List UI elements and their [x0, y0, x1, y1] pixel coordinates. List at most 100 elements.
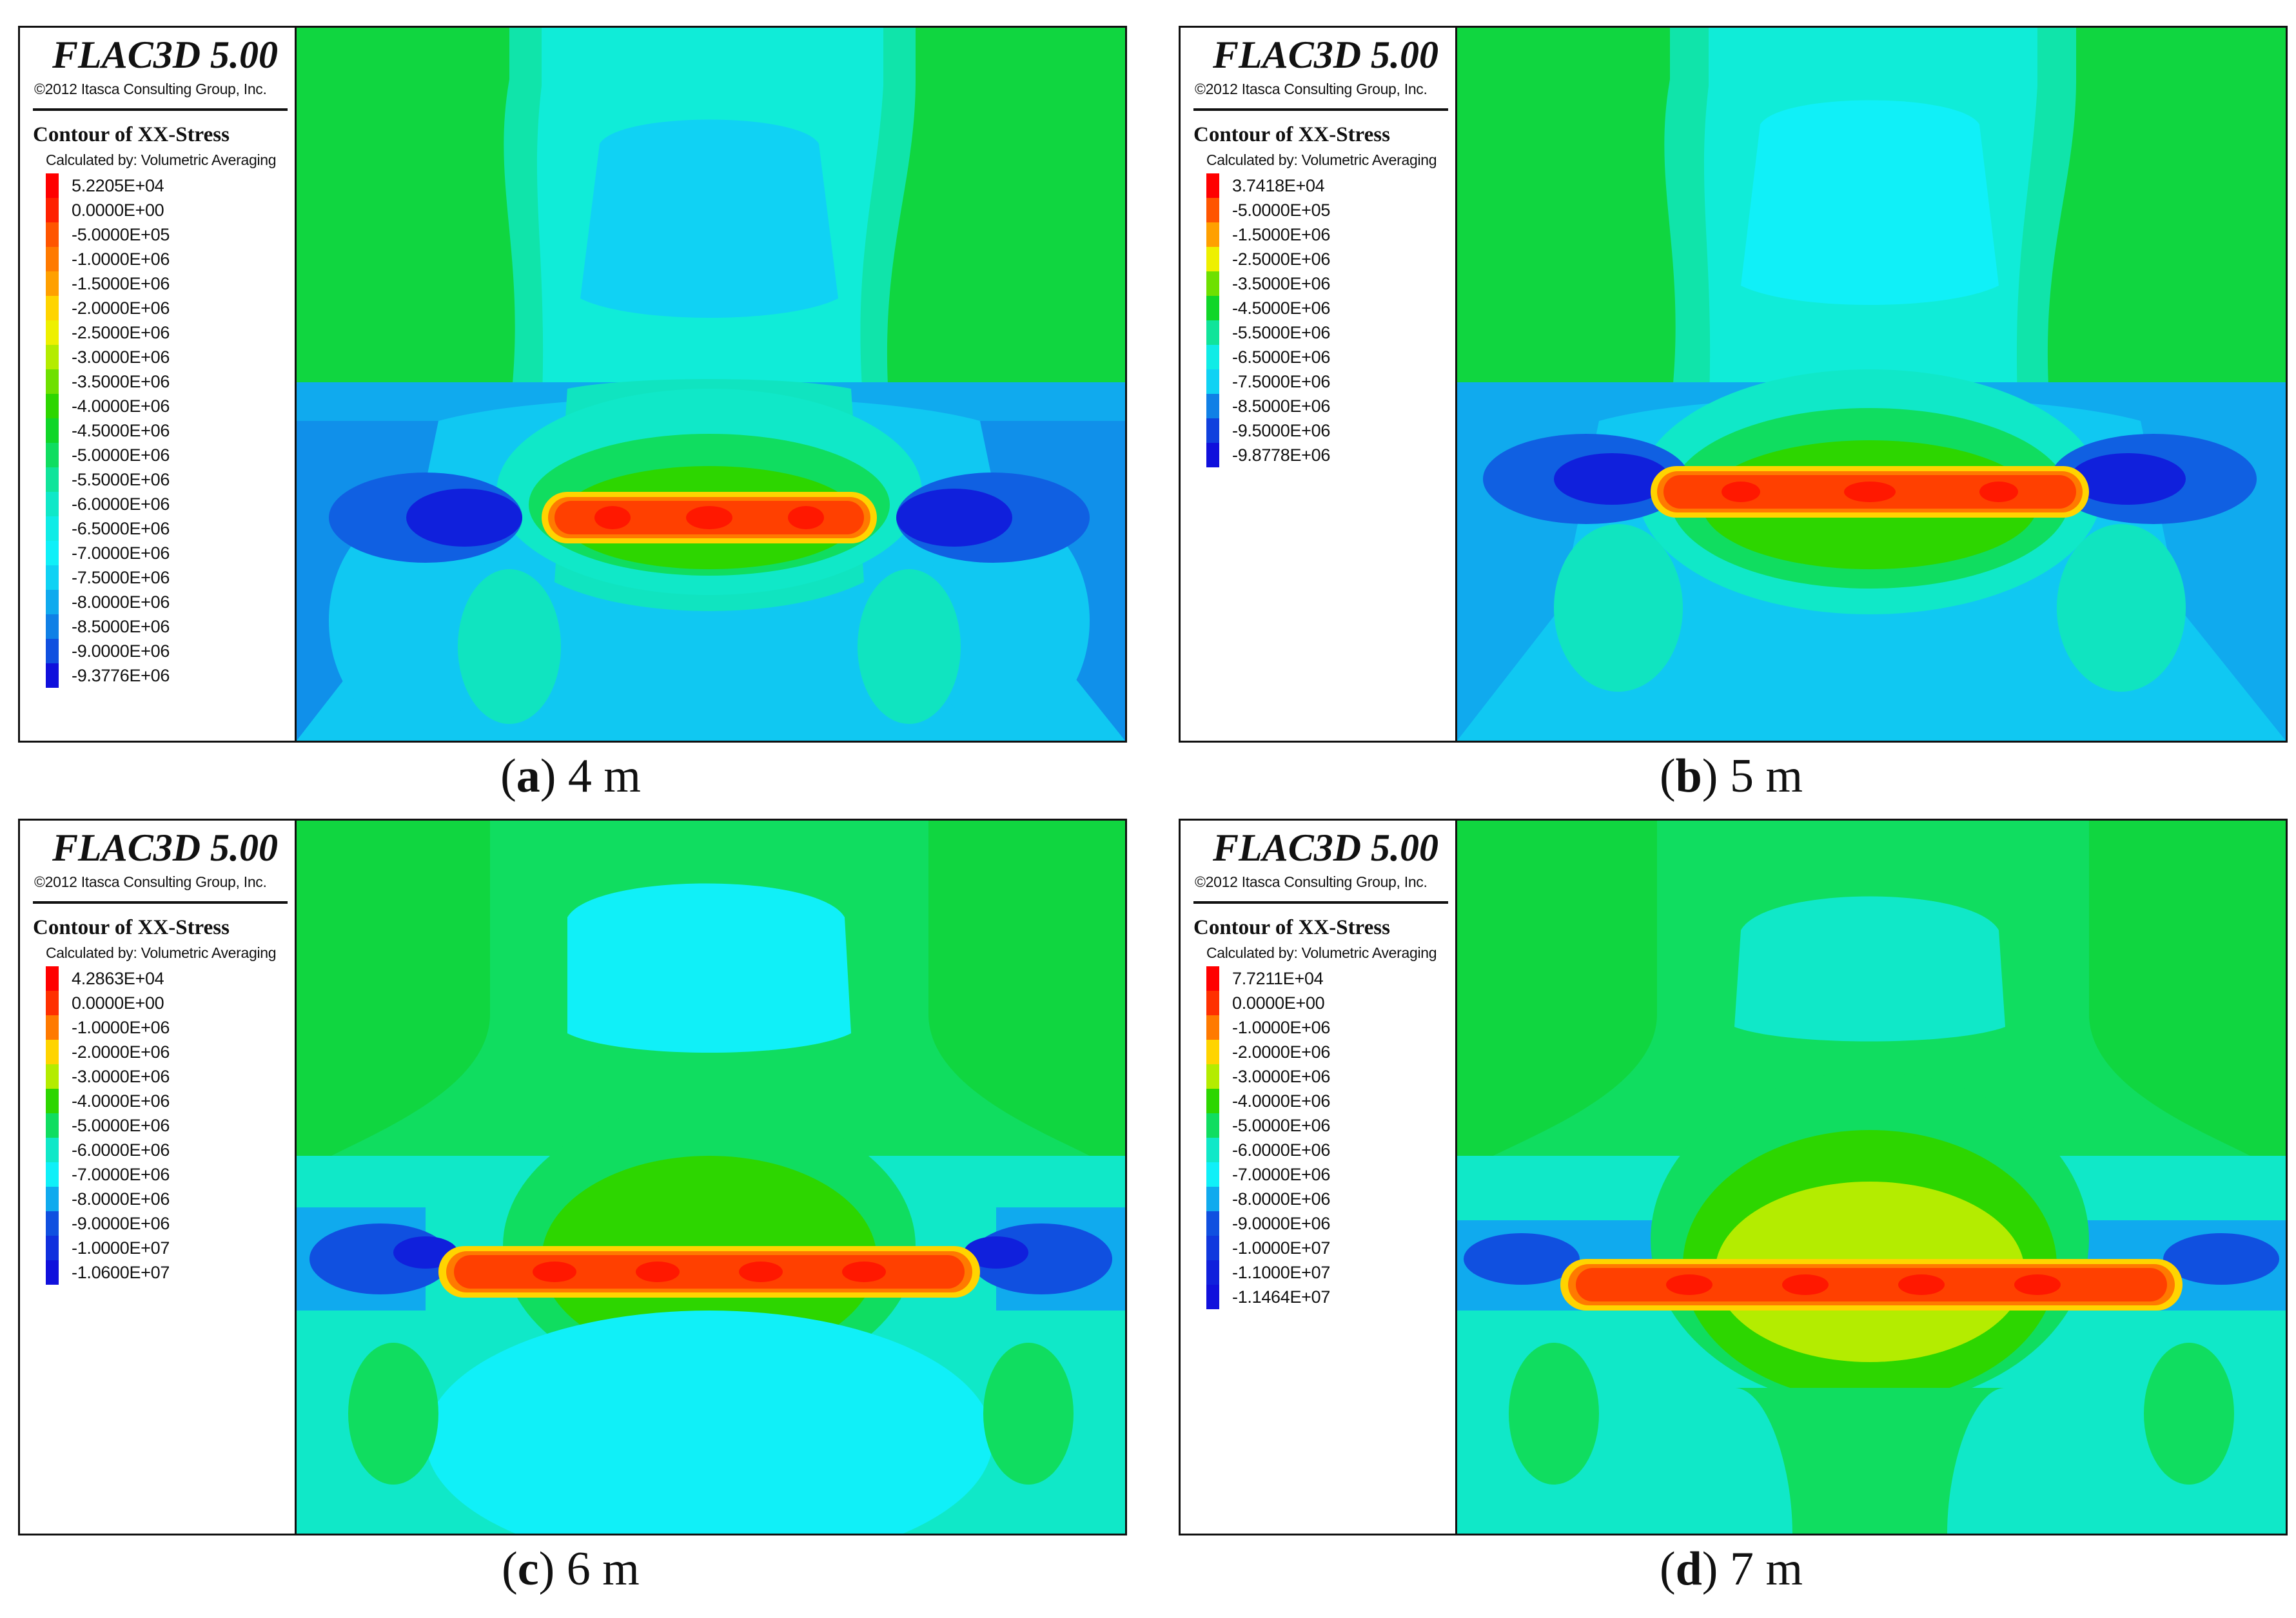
software-title: FLAC3D 5.00: [1213, 826, 1439, 869]
legend-label: -3.0000E+06: [72, 1067, 170, 1086]
legend-swatch: [1206, 1113, 1219, 1138]
legend-label: -8.5000E+06: [1232, 396, 1331, 416]
legend-swatch: [46, 565, 59, 590]
legend-swatch: [1206, 394, 1219, 418]
legend-label: 0.0000E+00: [1232, 993, 1325, 1013]
legend-swatch: [46, 1187, 59, 1211]
legend-swatch: [46, 296, 59, 320]
legend-swatch: [46, 1260, 59, 1285]
panel-spacing: 4 m: [567, 750, 641, 803]
legend-swatch: [1206, 1162, 1219, 1187]
panel-frame: FLAC3D 5.00 ©2012 Itasca Consulting Grou…: [18, 26, 1127, 743]
legend-swatch: [46, 1236, 59, 1260]
legend-label: -8.0000E+06: [72, 1189, 170, 1209]
contour-image-d: [1457, 821, 2286, 1534]
legend-swatch: [46, 467, 59, 492]
legend-label: -1.5000E+06: [72, 274, 170, 293]
stress-contour-plot: [297, 28, 1125, 741]
legend-swatch: [46, 663, 59, 688]
legend-label: -1.0000E+06: [72, 1018, 170, 1037]
legend-swatch: [46, 1064, 59, 1089]
legend-label: -9.3776E+06: [72, 666, 170, 685]
panel-spacing: 5 m: [1729, 750, 1803, 803]
legend-swatch: [1206, 418, 1219, 443]
software-title: FLAC3D 5.00: [1213, 34, 1439, 76]
panel-frame: FLAC3D 5.00 ©2012 Itasca Consulting Grou…: [1179, 26, 2288, 743]
panel-letter: d: [1675, 1543, 1702, 1595]
panel-a: FLAC3D 5.00 ©2012 Itasca Consulting Grou…: [18, 26, 1127, 803]
legend-divider: [33, 901, 288, 904]
legend-box: FLAC3D 5.00 ©2012 Itasca Consulting Grou…: [1181, 821, 1457, 1534]
panel-letter: b: [1675, 750, 1702, 803]
legend-label: 0.0000E+00: [72, 993, 164, 1013]
legend-label: -1.0000E+06: [72, 249, 170, 269]
legend-swatch: [1206, 1236, 1219, 1260]
legend-swatch: [46, 614, 59, 639]
legend-label: -1.1000E+07: [1232, 1263, 1331, 1282]
legend-subtitle: Calculated by: Volumetric Averaging: [1206, 944, 1437, 961]
legend-label: -1.5000E+06: [1232, 225, 1331, 244]
legend-swatch: [1206, 1138, 1219, 1162]
legend-label: -2.0000E+06: [72, 1042, 170, 1062]
panel-caption: (c) 6 m: [502, 1543, 640, 1595]
panel-frame: FLAC3D 5.00 ©2012 Itasca Consulting Grou…: [1179, 819, 2288, 1535]
legend-swatch: [46, 966, 59, 991]
legend-swatch: [1206, 345, 1219, 369]
legend-box: FLAC3D 5.00 ©2012 Itasca Consulting Grou…: [20, 821, 297, 1534]
legend-swatch: [46, 369, 59, 394]
legend-label: 0.0000E+00: [72, 200, 164, 220]
legend-swatch: [1206, 271, 1219, 296]
legend-label: -6.0000E+06: [72, 494, 170, 514]
legend-label: -3.5000E+06: [1232, 274, 1331, 293]
legend-label: -1.0600E+07: [72, 1263, 170, 1282]
legend-swatch: [46, 247, 59, 271]
legend-swatch: [46, 516, 59, 541]
legend-label: -5.0000E+05: [1232, 200, 1331, 220]
legend-label: -9.0000E+06: [1232, 1214, 1331, 1233]
legend-swatch: [46, 1113, 59, 1138]
legend-label: -5.0000E+06: [72, 1116, 170, 1135]
copyright-text: ©2012 Itasca Consulting Group, Inc.: [1195, 873, 1428, 890]
panel-spacing: 6 m: [566, 1543, 640, 1595]
legend-label: -7.5000E+06: [1232, 372, 1331, 391]
legend-label: -7.0000E+06: [1232, 1165, 1331, 1184]
legend-label: -3.5000E+06: [72, 372, 170, 391]
panel-c: FLAC3D 5.00 ©2012 Itasca Consulting Grou…: [18, 819, 1127, 1595]
legend-swatch: [1206, 369, 1219, 394]
panel-frame: FLAC3D 5.00 ©2012 Itasca Consulting Grou…: [18, 819, 1127, 1535]
copyright-text: ©2012 Itasca Consulting Group, Inc.: [34, 873, 267, 890]
legend-label: -3.0000E+06: [1232, 1067, 1331, 1086]
legend-subtitle: Calculated by: Volumetric Averaging: [46, 944, 277, 961]
legend-label: -4.0000E+06: [72, 396, 170, 416]
legend-label: -5.5000E+06: [72, 470, 170, 489]
legend-label: -9.0000E+06: [72, 1214, 170, 1233]
contour-image-c: [297, 821, 1125, 1534]
legend-swatch: [46, 1040, 59, 1064]
legend-title: Contour of XX-Stress: [1193, 123, 1390, 146]
legend-swatch: [46, 1138, 59, 1162]
legend-label: 4.2863E+04: [72, 969, 164, 988]
legend-label: -5.5000E+06: [1232, 323, 1331, 342]
legend-swatch: [46, 590, 59, 614]
legend-label: -7.5000E+06: [72, 568, 170, 587]
legend-divider: [1193, 108, 1448, 111]
legend-swatch: [1206, 1285, 1219, 1309]
legend-label: -7.0000E+06: [72, 543, 170, 563]
legend-box: FLAC3D 5.00 ©2012 Itasca Consulting Grou…: [20, 28, 297, 741]
legend-label: -2.5000E+06: [72, 323, 170, 342]
stress-contour-plot: [297, 821, 1125, 1534]
legend-swatch: [46, 271, 59, 296]
legend-swatch: [46, 1015, 59, 1040]
stress-contour-plot: [1457, 28, 2286, 741]
legend-swatch: [46, 991, 59, 1015]
legend-label: -2.0000E+06: [72, 298, 170, 318]
panel-letter: a: [516, 750, 540, 803]
legend-label: -2.0000E+06: [1232, 1042, 1331, 1062]
legend-label: -4.5000E+06: [1232, 298, 1331, 318]
legend-label: -6.0000E+06: [1232, 1140, 1331, 1160]
legend-swatch: [46, 1162, 59, 1187]
legend-label: -2.5000E+06: [1232, 249, 1331, 269]
legend-swatch: [46, 198, 59, 222]
stress-contour-plot: [1457, 821, 2286, 1534]
legend-swatch: [46, 443, 59, 467]
